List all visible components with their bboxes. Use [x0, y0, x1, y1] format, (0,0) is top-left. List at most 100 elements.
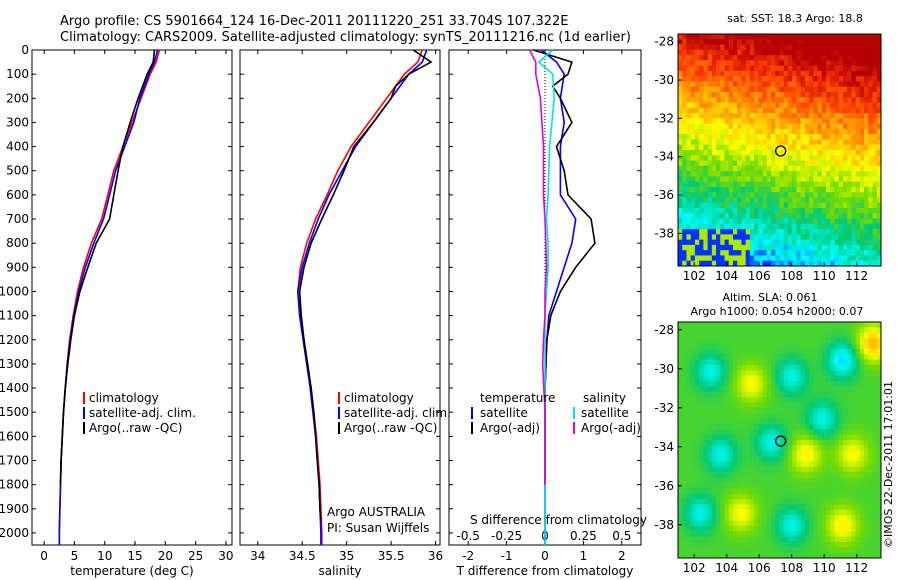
map-cell — [800, 364, 806, 371]
map-cell — [830, 423, 835, 430]
map-cell — [804, 113, 810, 119]
map-cell — [720, 213, 725, 219]
map-cell — [686, 229, 692, 235]
map-cell — [707, 391, 713, 398]
map-cell — [787, 391, 793, 398]
map-cell — [787, 192, 793, 198]
map-cell — [821, 176, 827, 183]
map-cell — [826, 488, 831, 495]
map-cell — [741, 160, 747, 167]
map-cell — [851, 338, 857, 344]
map-cell — [859, 123, 865, 130]
map-cell — [766, 134, 772, 140]
map-cell — [830, 202, 835, 209]
map-cell — [690, 144, 696, 151]
map-cell — [864, 171, 869, 177]
map-cell — [762, 429, 768, 436]
map-cell — [804, 541, 810, 548]
map-cell — [838, 192, 844, 198]
map-cell — [716, 39, 721, 45]
map-cell — [838, 364, 844, 371]
map-cell — [711, 381, 717, 387]
map-cell — [690, 213, 696, 219]
map-cell — [728, 386, 734, 393]
map-cell — [703, 34, 709, 40]
map-cell — [711, 60, 717, 67]
map-cell — [703, 477, 709, 484]
map-cell — [813, 440, 818, 446]
map-cell — [741, 322, 747, 328]
map-cell — [872, 86, 878, 93]
map-cell — [741, 364, 747, 371]
map-cell — [754, 165, 759, 172]
map-cell — [868, 482, 873, 489]
map-cell — [720, 76, 725, 82]
map-cell — [682, 397, 687, 403]
map-cell — [834, 70, 840, 77]
map-cell — [716, 218, 721, 225]
map-cell — [766, 39, 772, 45]
map-cell — [796, 229, 802, 235]
map-cell — [741, 118, 747, 125]
map-cell — [821, 375, 827, 382]
map-cell — [826, 472, 831, 478]
map-cell — [834, 391, 840, 398]
map-cell — [851, 181, 857, 188]
map-cell — [745, 402, 751, 409]
map-cell — [868, 92, 873, 98]
map-cell — [804, 332, 810, 339]
map-cell — [703, 139, 709, 146]
map-cell — [711, 343, 717, 350]
map-cell — [796, 552, 802, 559]
y-tick-label: 700 — [6, 212, 29, 226]
map-cell — [838, 466, 844, 473]
map-cell — [775, 531, 780, 537]
map-cell — [728, 354, 734, 360]
map-cell — [792, 150, 797, 156]
map-cell — [783, 525, 789, 532]
map-cell — [749, 144, 755, 151]
map-cell — [775, 343, 780, 350]
map-cell — [707, 165, 713, 172]
map-cell — [775, 250, 780, 256]
map-cell — [749, 97, 755, 103]
map-cell — [813, 123, 818, 130]
map-cell — [826, 456, 831, 462]
map-cell — [754, 139, 759, 146]
map-cell — [787, 197, 793, 204]
map-cell — [737, 531, 742, 537]
map-cell — [728, 118, 734, 125]
map-cell — [817, 49, 823, 56]
map-cell — [682, 466, 687, 473]
map-cell — [771, 332, 776, 339]
map-cell — [787, 359, 793, 366]
map-cell — [758, 197, 763, 204]
map-cell — [809, 213, 814, 219]
map-cell — [737, 520, 742, 527]
map-cell — [699, 213, 704, 219]
map-cell — [796, 118, 802, 125]
map-cell — [872, 440, 878, 446]
map-cell — [754, 244, 759, 251]
map-cell — [724, 531, 730, 537]
map-cell — [682, 413, 687, 419]
map-cell — [779, 552, 785, 559]
map-cell — [732, 520, 738, 527]
map-cell — [707, 250, 713, 256]
map-cell — [707, 343, 713, 350]
map-cell — [826, 477, 831, 484]
map-cell — [876, 134, 882, 140]
map-cell — [868, 150, 873, 156]
map-cell — [787, 407, 793, 414]
map-cell — [838, 515, 844, 521]
map-cell — [766, 186, 772, 193]
map-cell — [868, 381, 873, 387]
map-cell — [804, 76, 810, 82]
map-cell — [851, 445, 857, 452]
map-cell — [868, 76, 873, 82]
map-cell — [855, 520, 861, 527]
map-cell — [703, 213, 709, 219]
map-cell — [707, 208, 713, 214]
map-cell — [745, 515, 751, 521]
map-cell — [826, 504, 831, 511]
